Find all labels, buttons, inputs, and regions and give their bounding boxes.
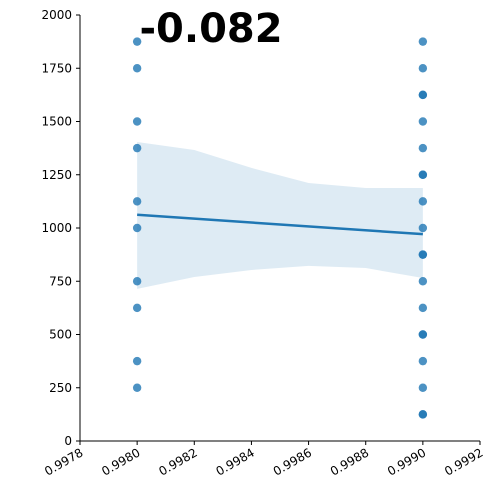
y-tick-label: 2000 xyxy=(41,8,72,22)
y-tick-label: 1000 xyxy=(41,221,72,235)
point xyxy=(418,277,428,286)
x-tick-label: 0.9984 xyxy=(214,445,257,478)
y-tick-label: 250 xyxy=(49,381,72,395)
x-tick-label: 0.9992 xyxy=(442,445,485,478)
x-tick-label: 0.9982 xyxy=(156,445,199,478)
point xyxy=(132,223,142,233)
point xyxy=(132,383,142,392)
y-tick-label: 1750 xyxy=(41,61,72,75)
x-tick-label: 0.9978 xyxy=(42,445,85,478)
point xyxy=(418,410,428,419)
y-tick-label: 1250 xyxy=(41,168,72,182)
confidence-band xyxy=(137,141,423,289)
point xyxy=(132,117,142,126)
point xyxy=(418,223,428,233)
point xyxy=(418,303,428,313)
point xyxy=(132,143,142,153)
point xyxy=(418,197,428,206)
point xyxy=(418,64,428,73)
point xyxy=(132,356,142,366)
point xyxy=(418,250,428,259)
y-tick-label: 1500 xyxy=(41,115,72,129)
point xyxy=(418,117,428,126)
point xyxy=(418,170,428,179)
y-tick-label: 0 xyxy=(64,434,72,448)
point xyxy=(418,330,428,339)
point xyxy=(132,64,142,73)
y-tick-label: 750 xyxy=(49,274,72,288)
x-tick-label: 0.9990 xyxy=(385,445,428,478)
point xyxy=(418,143,428,153)
point xyxy=(132,277,142,286)
x-tick-label: 0.9986 xyxy=(271,445,314,478)
chart-title: -0.082 xyxy=(139,6,282,52)
point xyxy=(132,303,142,313)
point xyxy=(418,37,428,46)
point xyxy=(418,356,428,366)
x-tick-label: 0.9980 xyxy=(99,445,142,478)
regression-line xyxy=(137,213,423,236)
y-tick-label: 500 xyxy=(49,328,72,342)
x-tick-label: 0.9988 xyxy=(328,445,371,478)
point xyxy=(418,90,428,100)
point xyxy=(132,197,142,206)
point xyxy=(132,37,142,46)
point xyxy=(418,383,428,392)
